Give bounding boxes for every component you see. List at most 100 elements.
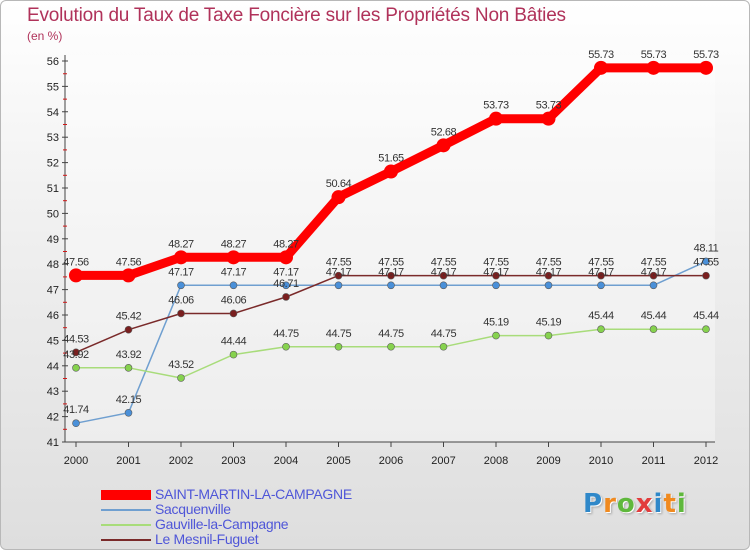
data-label: 47.55 (326, 257, 352, 269)
legend-item: Sacquenville (101, 501, 431, 517)
data-point (649, 271, 658, 280)
x-tick-label: 2000 (64, 455, 88, 467)
data-point (174, 250, 188, 265)
data-label: 47.17 (641, 266, 667, 278)
data-point (597, 325, 605, 334)
data-point (439, 342, 448, 351)
data-label: 47.55 (693, 257, 719, 269)
y-tick-label: 50 (47, 208, 59, 220)
y-unit-label: (en %) (27, 29, 63, 43)
data-label: 45.19 (536, 317, 562, 329)
proxiti-logo: Proxiti (583, 489, 687, 519)
data-label: 45.44 (588, 310, 614, 322)
data-point (279, 250, 293, 265)
x-tick-label: 2011 (642, 455, 666, 467)
data-label: 48.11 (694, 242, 719, 254)
data-point (649, 325, 658, 334)
data-point (541, 111, 556, 126)
data-point (282, 293, 290, 301)
data-label: 47.55 (536, 257, 562, 269)
y-tick-label: 48 (47, 259, 59, 271)
data-label: 47.55 (641, 257, 667, 269)
data-point (69, 268, 83, 283)
data-point (492, 331, 500, 340)
data-label: 47.17 (221, 266, 247, 278)
y-tick-label: 45 (47, 335, 59, 347)
data-point (124, 408, 133, 417)
data-point (124, 364, 133, 372)
data-point (544, 281, 553, 290)
data-point (226, 250, 241, 265)
logo-letter: r (603, 489, 617, 519)
legend-label: Le Mesnil-Fuguet (155, 531, 259, 547)
data-point (177, 281, 185, 290)
data-label: 47.17 (483, 266, 509, 278)
legend-swatch (101, 539, 151, 541)
legend-swatch (101, 490, 151, 500)
y-tick-label: 46 (47, 310, 59, 322)
data-label: 48.27 (273, 238, 299, 250)
chart-title: Evolution du Taux de Taxe Foncière sur l… (27, 5, 566, 26)
data-point (699, 60, 713, 75)
data-label: 41.74 (63, 404, 89, 416)
data-label: 46.06 (168, 294, 194, 306)
data-point (177, 309, 185, 318)
x-tick-label: 2007 (431, 455, 455, 467)
logo-letter: i (676, 489, 687, 519)
data-label: 45.44 (641, 310, 667, 322)
data-point (334, 271, 343, 280)
data-point (72, 419, 80, 428)
data-point (229, 309, 238, 318)
y-tick-label: 47 (47, 285, 59, 297)
x-tick-label: 2009 (536, 455, 560, 467)
data-label: 47.17 (378, 266, 404, 278)
data-point (282, 342, 290, 351)
data-label: 48.27 (168, 238, 194, 250)
data-label: 44.53 (63, 333, 89, 345)
data-point (594, 60, 608, 75)
data-point (334, 281, 343, 290)
data-label: 43.92 (63, 349, 89, 361)
logo-letter: P (583, 489, 604, 519)
data-label: 47.55 (483, 257, 509, 269)
data-label: 45.44 (693, 310, 719, 322)
data-label: 45.42 (116, 311, 142, 323)
legend-swatch (101, 509, 151, 511)
data-point (387, 271, 395, 280)
data-point (229, 350, 238, 359)
y-tick-label: 56 (47, 56, 59, 68)
data-point (439, 271, 448, 280)
data-label: 50.64 (326, 178, 352, 190)
x-tick-label: 2002 (169, 455, 193, 467)
legend-label: Gauville-la-Campagne (155, 516, 289, 532)
data-point (492, 271, 500, 280)
data-point (702, 271, 710, 280)
data-label: 47.17 (431, 266, 457, 278)
data-label: 47.56 (63, 256, 89, 268)
y-tick-label: 49 (47, 234, 59, 246)
data-label: 42.15 (116, 394, 142, 406)
data-label: 47.17 (273, 266, 299, 278)
data-label: 44.75 (378, 328, 404, 340)
legend-swatch (101, 524, 151, 526)
data-point (387, 342, 395, 351)
data-label: 44.75 (273, 328, 299, 340)
x-tick-label: 2012 (694, 455, 718, 467)
data-label: 44.75 (431, 328, 457, 340)
data-point (387, 281, 395, 290)
y-tick-label: 55 (47, 81, 59, 93)
data-point (72, 348, 80, 357)
data-label: 43.52 (168, 359, 194, 371)
data-point (646, 60, 661, 75)
x-tick-label: 2005 (326, 455, 350, 467)
logo-letter: t (663, 489, 677, 519)
data-label: 44.75 (326, 328, 352, 340)
legend-label: SAINT-MARTIN-LA-CAMPAGNE (155, 486, 352, 502)
legend-item: SAINT-MARTIN-LA-CAMPAGNE (101, 486, 431, 502)
y-tick-label: 42 (47, 412, 59, 424)
x-tick-label: 2004 (274, 455, 298, 467)
data-label: 47.17 (588, 266, 614, 278)
data-point (702, 325, 710, 334)
logo-letter: x (635, 489, 654, 519)
